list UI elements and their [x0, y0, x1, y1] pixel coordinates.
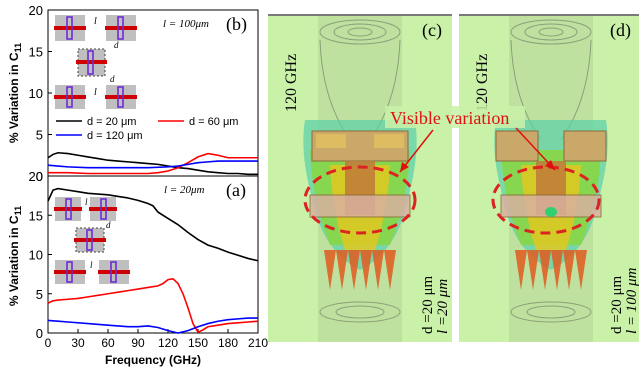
visible-variation-callout: Visible variation [385, 106, 556, 173]
legend-label-d60: d = 60 μm [189, 116, 238, 128]
plot-b: 0 5 10 15 20 % Variation in C11 (b) l = 100μ… [7, 3, 259, 184]
xtick-label: 60 [101, 336, 115, 350]
plot-a-xlabel: Frequency (GHz) [105, 353, 201, 367]
ytick-label: 0 [36, 169, 43, 184]
plot-a-l-annotation: l = 20μm [164, 184, 205, 196]
plot-a-frame [47, 175, 259, 334]
inset-a-bottom-pair: l [54, 260, 130, 284]
plot-b-panel-label: (b) [226, 14, 247, 35]
sim-d-frequency: 120 GHz [474, 54, 491, 112]
ytick-label: 5 [36, 128, 43, 143]
ytick-label: 20 [29, 3, 43, 18]
xtick-label: 90 [131, 336, 145, 350]
sim-d-l-value: l = 100 μm [624, 267, 639, 334]
inset-b-d-top: d [114, 40, 119, 50]
sim-c-geometry [303, 16, 417, 342]
inset-a-top-pair: l [54, 197, 117, 221]
plot-a-ylabel: % Variation in C11 [7, 206, 23, 306]
inset-b-l-top: l [94, 16, 97, 27]
ytick-label: 0 [36, 326, 43, 341]
series-line-0 [47, 187, 259, 262]
ytick-label: 15 [29, 208, 43, 223]
plot-a: 0 5 10 15 20 0 30 60 90 120 150 180 210 % Variation… [7, 169, 268, 367]
ytick-label: 15 [29, 45, 43, 60]
inset-b-middle: d d [76, 40, 119, 84]
xtick-label: 210 [248, 336, 268, 350]
sim-c-l-value: l =20 μm [435, 279, 451, 334]
xtick-label: 0 [45, 336, 52, 350]
xtick-label: 150 [188, 336, 208, 350]
sim-c-d-value: d =20 μm [420, 275, 436, 334]
inset-a-middle: d [74, 220, 111, 253]
callout-text: Visible variation [390, 108, 509, 128]
sim-c-frequency: 120 GHz [283, 54, 300, 112]
inset-a-d-label: d [106, 220, 111, 230]
sim-panel-c: (c) 120 GHz d =20 μm l =20 μm [268, 14, 452, 342]
sim-d-geometry [491, 16, 608, 342]
plot-a-panel-label: (a) [226, 180, 246, 201]
series-line-2 [47, 317, 258, 334]
inset-a-l-top: l [85, 197, 88, 207]
plot-b-legend: d = 20 μm d = 60 μm d = 120 μm [56, 116, 238, 142]
sim-c-panel-label: (c) [422, 20, 442, 41]
inset-b-d-bottom: d [110, 74, 115, 84]
inset-b-top-pair: l [54, 15, 137, 41]
sim-panel-d: (d) 120 GHz d =20 μm l = 100 μm [459, 14, 639, 342]
ytick-label: 5 [36, 287, 43, 302]
xtick-label: 120 [158, 336, 178, 350]
ytick-label: 10 [29, 248, 43, 263]
legend-label-d20: d = 20 μm [87, 116, 136, 128]
xtick-label: 30 [71, 336, 85, 350]
series-line-0 [47, 151, 258, 176]
inset-b-bottom-pair: l [54, 85, 137, 109]
inset-b: l d d l [54, 15, 137, 109]
series-line-2 [47, 160, 258, 169]
sim-d-d-value: d =20 μm [609, 275, 625, 334]
series-line-1 [48, 152, 258, 175]
inset-a: l d l [54, 197, 130, 284]
plot-b-l-annotation: l = 100μm [163, 18, 209, 30]
legend-label-d120: d = 120 μm [87, 130, 143, 142]
plot-b-ylabel: % Variation in C11 [7, 43, 23, 143]
inset-a-l-bottom: l [90, 260, 93, 270]
sim-d-panel-label: (d) [610, 20, 631, 41]
xtick-label: 180 [218, 336, 238, 350]
series-line-1 [47, 277, 259, 334]
inset-b-l-bottom: l [94, 87, 97, 98]
ytick-label: 10 [29, 86, 43, 101]
ytick-label: 20 [29, 169, 43, 184]
